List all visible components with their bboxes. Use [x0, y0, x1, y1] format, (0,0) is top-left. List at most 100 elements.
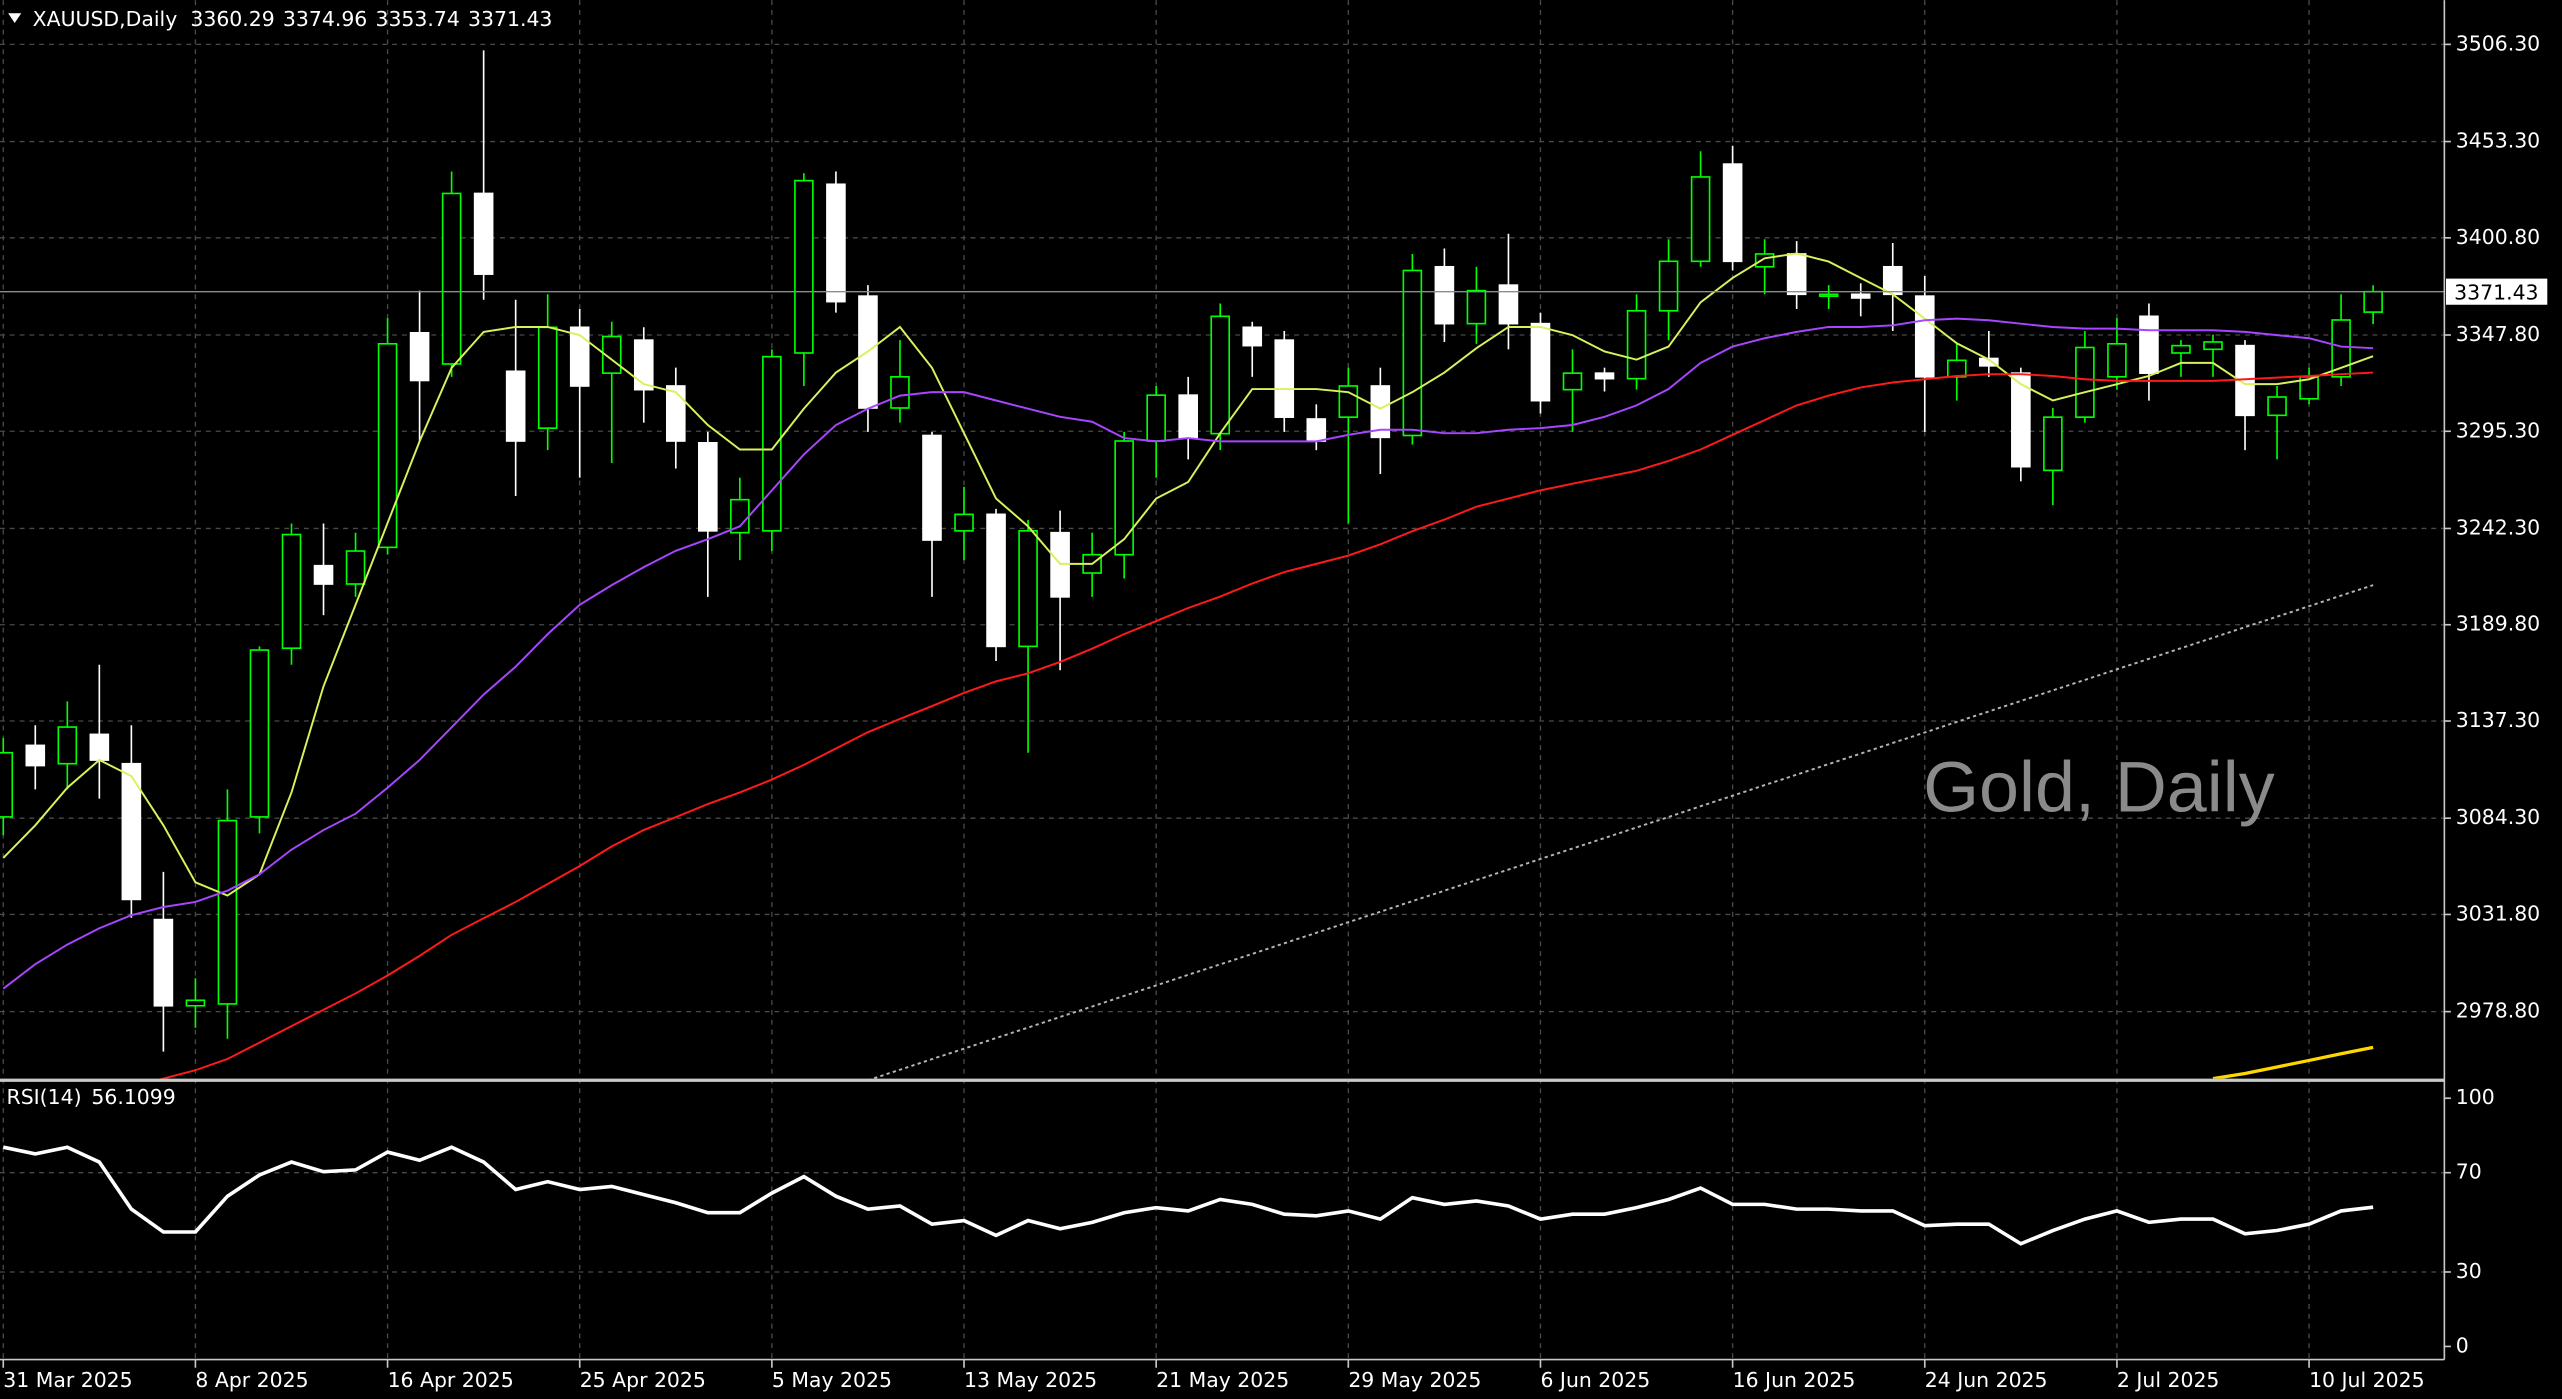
rsi-plot — [2, 1145, 2374, 1246]
y-tick-label: 3084.30 — [2456, 805, 2540, 829]
candle-body-up — [1946, 359, 1967, 378]
candle-body-up — [1466, 289, 1487, 325]
symbol: XAUUSD,Daily — [33, 7, 178, 31]
candle-body-up — [2203, 341, 2223, 351]
candle-body-down — [1178, 394, 1198, 439]
candle-body-up — [2331, 319, 2351, 378]
x-tick-label: 5 May 2025 — [772, 1368, 892, 1392]
candle-body-up — [1690, 176, 1711, 263]
x-tick-label: 24 Jun 2025 — [1925, 1368, 2048, 1392]
candle-body-up — [377, 342, 398, 549]
moving-average — [2212, 1045, 2374, 1079]
y-tick-label: 70 — [2456, 1160, 2482, 1184]
candle-body-up — [954, 513, 974, 532]
close-value: 3371.43 — [468, 7, 552, 31]
candle-body-down — [922, 434, 942, 541]
candle-body-up — [1402, 269, 1423, 437]
candle-body-up — [185, 999, 206, 1007]
x-tick-label: 29 May 2025 — [1348, 1368, 1481, 1392]
candle-body-up — [1818, 293, 1839, 297]
candle-body-up — [0, 751, 14, 818]
x-tick-label: 16 Jun 2025 — [1733, 1368, 1856, 1392]
candle-body-down — [409, 331, 430, 382]
high-value: 3374.96 — [283, 7, 367, 31]
moving-average — [2, 252, 2374, 897]
candle-body-up — [345, 550, 366, 585]
x-tick-label: 25 Apr 2025 — [580, 1368, 706, 1392]
candle-body-up — [537, 326, 558, 429]
moving-average — [2, 317, 2374, 990]
candle-body-up — [1146, 394, 1166, 442]
candle-body-up — [762, 355, 782, 532]
candle-body-down — [569, 326, 590, 387]
x-tick-label: 21 May 2025 — [1156, 1368, 1289, 1392]
last-price-label: 3371.43 — [2454, 280, 2538, 304]
candle-body-down — [1786, 253, 1807, 296]
candle-body-down — [1979, 357, 1999, 367]
candle-body-down — [1914, 295, 1935, 378]
last-price-box — [2445, 278, 2548, 305]
y-tick-label: 3242.30 — [2456, 515, 2540, 539]
candle-body-down — [1274, 339, 1295, 418]
candle-body-up — [730, 498, 750, 534]
y-tick-label: 3137.30 — [2456, 708, 2540, 732]
y-tick-label: 2978.80 — [2456, 999, 2540, 1023]
candle-body-down — [826, 183, 846, 303]
y-tick-label: 30 — [2456, 1259, 2482, 1283]
candle-body-down — [1530, 322, 1551, 402]
price-plot — [0, 50, 2445, 1079]
y-tick-label: 3295.30 — [2456, 418, 2540, 442]
low-value: 3353.74 — [375, 7, 459, 31]
candle-body-down — [1434, 265, 1455, 325]
x-tick-label: 8 Apr 2025 — [195, 1368, 308, 1392]
candle-body-up — [1562, 372, 1583, 391]
y-tick-label: 0 — [2456, 1333, 2469, 1357]
candle-body-down — [89, 733, 110, 761]
x-tick-label: 13 May 2025 — [964, 1368, 1097, 1392]
candle-body-up — [2171, 344, 2191, 354]
candle-body-up — [890, 376, 910, 409]
candle-body-up — [2107, 342, 2127, 378]
x-tick-label: 10 Jul 2025 — [2309, 1368, 2424, 1392]
candle-body-down — [633, 339, 654, 391]
candle-body-down — [473, 192, 494, 275]
candle-body-up — [1658, 260, 1679, 312]
candle-body-down — [1850, 293, 1871, 299]
y-tick-label: 3506.30 — [2456, 31, 2540, 55]
candle-body-up — [281, 533, 302, 650]
candle-body-up — [2267, 396, 2287, 417]
x-tick-label: 31 Mar 2025 — [3, 1368, 132, 1392]
candle-body-down — [505, 370, 526, 442]
candle-body-down — [1722, 163, 1743, 263]
candle-body-up — [794, 179, 814, 354]
candle-body-up — [2363, 290, 2383, 313]
y-tick-label: 3400.80 — [2456, 225, 2540, 249]
candle-body-down — [1242, 326, 1263, 347]
y-tick-label: 3031.80 — [2456, 901, 2540, 925]
candle-body-up — [2043, 416, 2063, 472]
candle-body-down — [121, 762, 142, 901]
watermark: Gold, Daily — [1923, 748, 2275, 828]
moving-average — [159, 371, 2374, 1079]
x-tick-label: 6 Jun 2025 — [1540, 1368, 1650, 1392]
candle-body-up — [217, 819, 238, 1005]
rsi-line — [2, 1145, 2374, 1246]
candle-body-down — [1370, 385, 1391, 439]
candle-body-up — [1626, 309, 1647, 380]
candle-body-up — [1018, 530, 1038, 648]
candle-body-up — [57, 726, 78, 765]
candle-body-up — [249, 649, 270, 818]
header: XAUUSD,Daily 3360.29 3374.96 3353.74 3371.43 — [33, 7, 553, 31]
candle-body-down — [698, 442, 718, 532]
open-value: 3360.29 — [190, 7, 274, 31]
x-tick-label: 16 Apr 2025 — [388, 1368, 514, 1392]
candle-body-up — [441, 192, 462, 365]
candle-body-down — [313, 564, 334, 585]
candle-body-up — [1114, 440, 1134, 556]
menu-triangle[interactable] — [8, 13, 22, 24]
candle-body-up — [1754, 253, 1775, 268]
